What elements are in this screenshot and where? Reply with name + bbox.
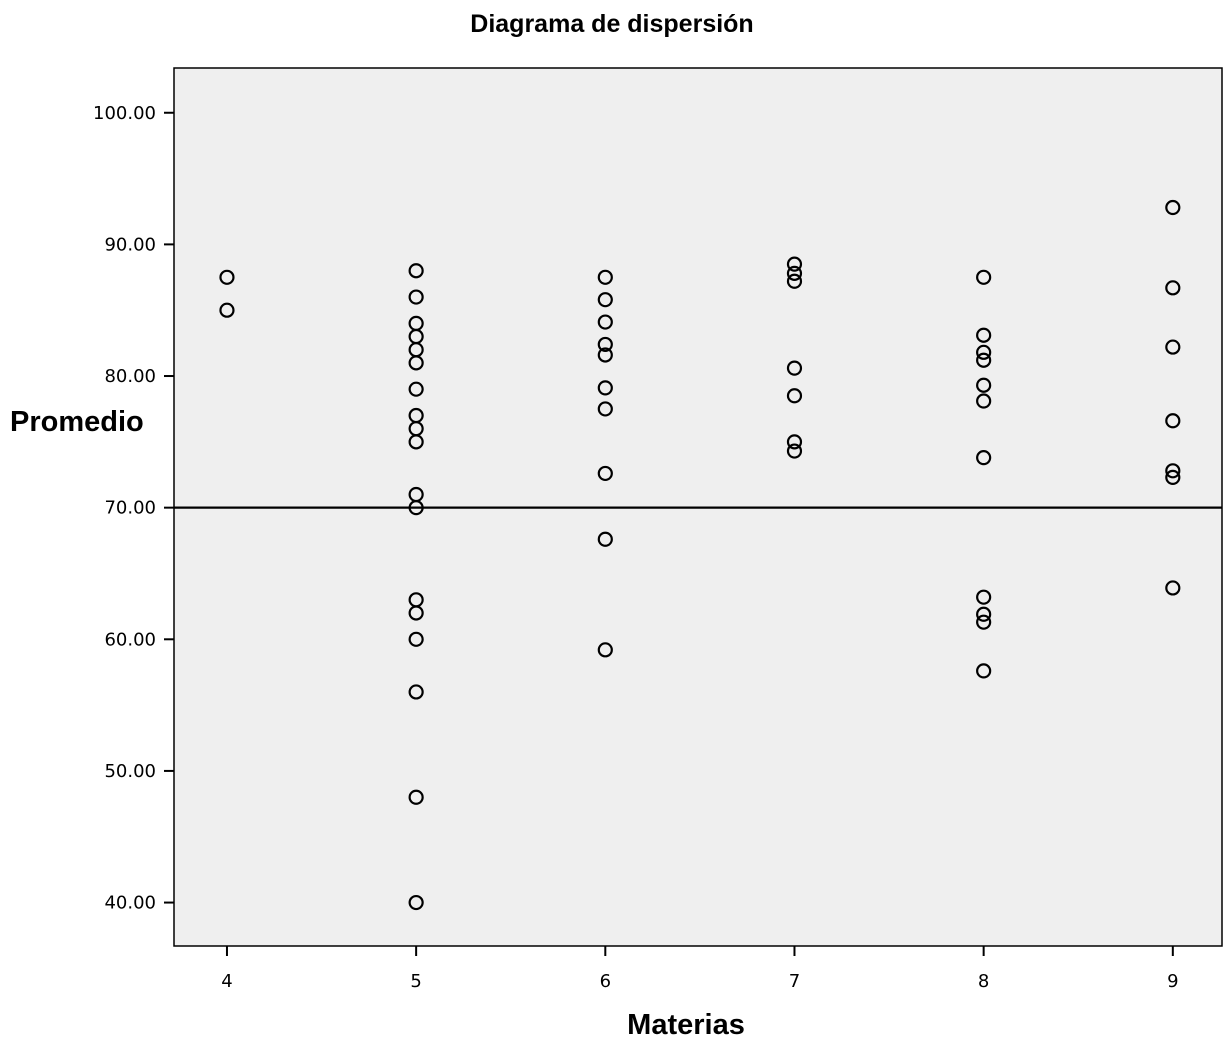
data-point (976, 344, 992, 360)
x-axis: 4 5 6 7 8 9 (221, 946, 1179, 992)
data-point (597, 642, 613, 658)
data-point (976, 450, 992, 466)
data-point (976, 589, 992, 605)
chart-title: Diagrama de dispersión (470, 10, 753, 38)
y-tick-label: 80.00 (104, 366, 156, 387)
data-point (786, 443, 803, 459)
y-tick-label: 50.00 (104, 761, 156, 782)
x-tick-label: 4 (221, 971, 232, 992)
data-point (408, 605, 424, 621)
data-point (1165, 339, 1181, 355)
data-point (976, 377, 992, 393)
data-point (976, 606, 992, 622)
data-point (408, 355, 424, 371)
data-point (597, 336, 613, 353)
data-point (408, 789, 424, 805)
data-point (597, 314, 613, 330)
data-point (976, 269, 992, 285)
data-point (408, 631, 424, 647)
data-point (976, 663, 992, 679)
data-point (786, 434, 803, 450)
data-point (976, 614, 992, 630)
data-point (408, 500, 424, 516)
data-point (786, 273, 803, 289)
y-axis: 40.00 50.00 60.00 70.00 80.00 90.00 100.00 (93, 103, 174, 914)
data-point (597, 401, 613, 417)
y-tick-label: 70.00 (104, 498, 156, 519)
x-tick-label: 6 (600, 971, 611, 992)
data-point (408, 289, 424, 305)
data-point (408, 434, 424, 450)
data-point (597, 531, 613, 547)
data-point (1165, 580, 1181, 596)
data-point (597, 380, 613, 396)
data-point (786, 265, 803, 281)
data-points (219, 199, 1181, 911)
data-point (597, 465, 613, 482)
data-point (597, 347, 613, 363)
data-point (786, 388, 803, 404)
data-point (1165, 413, 1181, 429)
data-point (408, 263, 424, 279)
data-point (408, 381, 424, 397)
data-point (1165, 280, 1181, 296)
data-point (1165, 463, 1181, 479)
y-axis-title: Promedio (10, 406, 144, 438)
data-point (219, 269, 235, 285)
x-axis-title: Materias (627, 1009, 745, 1038)
y-tick-label: 40.00 (104, 893, 156, 914)
y-tick-label: 90.00 (104, 234, 156, 255)
x-tick-label: 9 (1167, 971, 1178, 992)
data-point (1165, 469, 1181, 485)
data-point (976, 393, 992, 409)
data-point (976, 352, 992, 368)
data-point (408, 894, 424, 911)
data-point (786, 256, 803, 272)
x-tick-label: 5 (410, 971, 421, 992)
data-point (219, 302, 235, 318)
x-tick-label: 7 (789, 971, 800, 992)
y-tick-label: 100.00 (93, 103, 156, 124)
x-tick-label: 8 (978, 971, 989, 992)
y-tick-label: 60.00 (104, 629, 156, 650)
data-point (1165, 199, 1181, 216)
data-point (408, 684, 424, 700)
data-point (976, 327, 992, 343)
data-point (597, 292, 613, 308)
data-point (786, 360, 803, 376)
data-point (597, 269, 613, 285)
